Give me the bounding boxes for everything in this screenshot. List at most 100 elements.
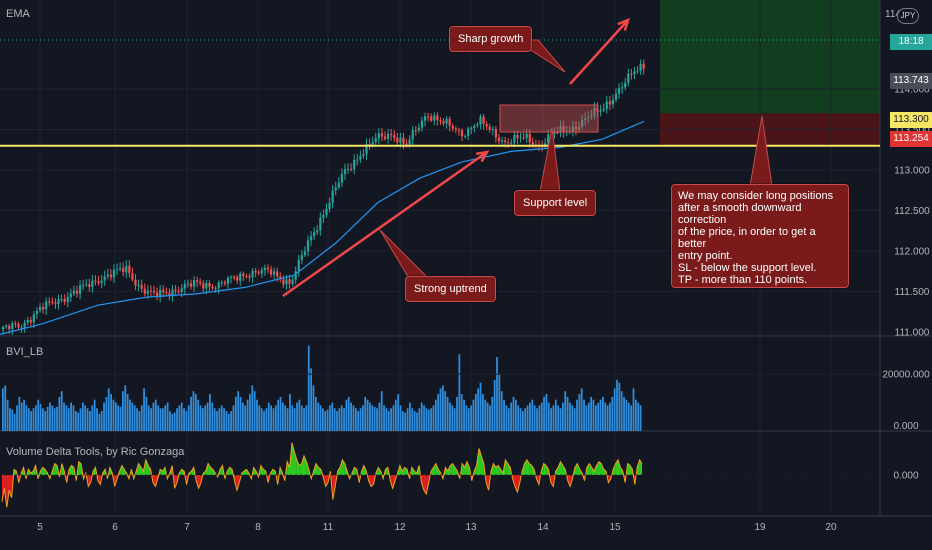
currency-badge[interactable]: JPY: [897, 8, 919, 24]
volume-bar: [79, 408, 82, 431]
volume-bar: [272, 408, 275, 431]
delta-segment: [558, 461, 561, 475]
volume-bar: [333, 408, 336, 431]
volume-bar: [65, 405, 68, 431]
volume-bar: [129, 399, 131, 431]
volume-bar: [133, 405, 136, 431]
volume-bar: [493, 379, 496, 431]
volume-bar: [585, 405, 588, 431]
volume-bar: [169, 411, 171, 431]
volume-bar: [392, 405, 395, 431]
volume-bar: [639, 405, 642, 431]
volume-bar: [296, 402, 298, 431]
annotation-sharp-growth[interactable]: Sharp growth: [449, 26, 533, 52]
volume-bar: [176, 408, 178, 431]
volume-bar: [594, 405, 597, 431]
volume-bar: [234, 396, 237, 431]
volume-bar: [430, 408, 432, 431]
candle-body: [208, 283, 211, 287]
candle-body: [630, 73, 633, 75]
volume-bar: [359, 408, 362, 431]
candle-body: [408, 139, 411, 145]
candle-body: [411, 130, 414, 140]
volume-bar: [253, 391, 256, 431]
delta-segment: [145, 459, 149, 475]
candle-body: [488, 126, 491, 130]
y-tick-label: 112.000: [894, 246, 930, 257]
delta-segment: [287, 461, 290, 475]
delta-segment: [467, 461, 470, 475]
volume-bar: [427, 409, 430, 431]
volume-bar: [6, 399, 9, 431]
candle-body: [48, 301, 51, 303]
volume-bar: [154, 399, 157, 431]
volume-bar: [343, 408, 345, 431]
delta-segment: [567, 475, 571, 487]
candle-body: [122, 268, 125, 273]
candle-body: [1, 327, 5, 330]
volume-bar: [211, 402, 214, 431]
candle-body: [159, 289, 162, 297]
annotation-trade-idea[interactable]: We may consider long positions after a s…: [671, 184, 849, 288]
candle-body: [91, 280, 94, 288]
candle-body: [528, 133, 531, 143]
volume-bar: [510, 402, 512, 431]
volume-bar: [604, 402, 607, 431]
volume-bar: [482, 394, 484, 431]
candle-body: [451, 125, 454, 129]
volume-bar: [100, 411, 103, 431]
volume-bar: [479, 382, 482, 431]
delta-segment: [332, 475, 336, 500]
volume-bar: [519, 408, 522, 431]
delta-segment: [618, 459, 621, 475]
uptrend-arrow: [282, 150, 488, 298]
candle-body: [26, 319, 29, 323]
volume-bar: [533, 405, 536, 431]
volume-bar: [220, 405, 223, 431]
candle-body: [11, 323, 14, 330]
candle-body: [473, 125, 476, 129]
delta-segment: [546, 465, 549, 475]
volume-bar: [23, 399, 25, 431]
candle-body: [380, 133, 384, 137]
candle-body: [460, 130, 464, 137]
candle-body: [531, 142, 534, 145]
candle-body: [54, 302, 57, 305]
y-tick-label: 112.500: [894, 206, 930, 217]
delta-segment: [486, 475, 489, 491]
candle-body: [599, 110, 602, 112]
volume-bar: [566, 396, 569, 431]
volume-bar: [277, 399, 280, 431]
candle-body: [226, 277, 230, 284]
volume-bar: [630, 405, 632, 431]
delta-segment: [423, 475, 427, 494]
volume-bar: [157, 405, 160, 431]
volume-bar: [209, 394, 211, 431]
delta-segment: [121, 465, 125, 475]
candle-body: [115, 269, 119, 271]
volume-bar: [324, 411, 327, 431]
volume-bar: [477, 388, 480, 431]
delta-segment: [162, 467, 165, 475]
candle-body: [38, 306, 42, 311]
volume-bar: [569, 402, 571, 431]
volume-bar: [562, 402, 564, 431]
delta-segment: [481, 456, 484, 475]
candle-body: [605, 101, 608, 109]
volume-bar: [326, 409, 329, 431]
volume-bar: [627, 402, 630, 431]
volume-bar: [218, 408, 221, 431]
candle-body: [470, 128, 473, 130]
annotation-strong-uptrend[interactable]: Strong uptrend: [405, 276, 496, 302]
delta-line: [1, 442, 643, 508]
volume-bar: [16, 405, 18, 431]
delta-segment: [524, 459, 527, 475]
x-tick-label: 11: [323, 522, 334, 533]
candle-body: [402, 137, 405, 144]
volume-bar: [453, 408, 456, 431]
candle-body: [439, 120, 442, 122]
candle-body: [134, 279, 137, 286]
annotation-support-level[interactable]: Support level: [514, 190, 597, 216]
